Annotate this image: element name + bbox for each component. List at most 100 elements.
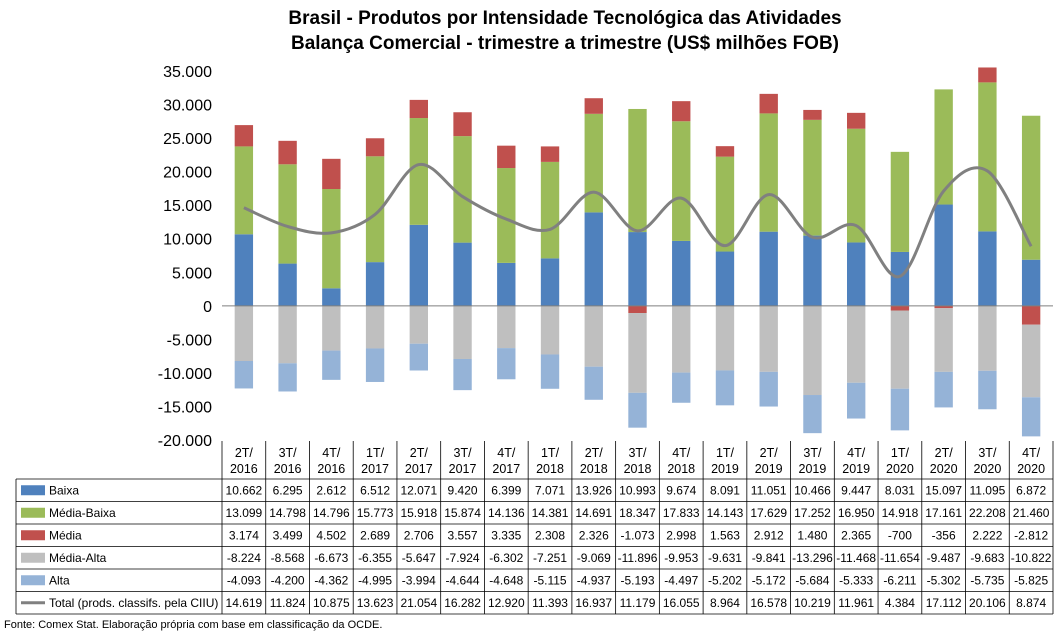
bar-m-dia xyxy=(934,305,953,309)
bar-m-dia xyxy=(846,112,866,129)
bar-m-dia-baixa xyxy=(628,108,647,233)
legend-swatch xyxy=(21,552,45,563)
x-tick-label: 2T/ xyxy=(935,446,954,460)
x-tick-label: 4T/ xyxy=(1022,446,1041,460)
x-tick-label: 2019 xyxy=(711,462,739,476)
data-label: 21.054 xyxy=(400,596,437,610)
data-label: 14.619 xyxy=(226,596,263,610)
bar-baixa xyxy=(628,232,647,306)
bar-baixa xyxy=(890,251,910,306)
data-label: 22.208 xyxy=(969,506,1006,520)
y-tick-label: -15.000 xyxy=(158,399,212,416)
bar-alta xyxy=(978,370,997,410)
data-label: 2.706 xyxy=(404,528,434,542)
x-tick-label: 2018 xyxy=(624,462,652,476)
data-label: 16.282 xyxy=(444,596,481,610)
data-label: 11.824 xyxy=(270,596,306,610)
data-label: 2.222 xyxy=(972,528,1002,542)
data-label: 21.460 xyxy=(1013,506,1050,520)
bar-m-dia-baixa xyxy=(978,82,997,232)
bar-baixa xyxy=(322,288,341,306)
data-label: -4.200 xyxy=(271,573,305,587)
bar-m-dia-baixa xyxy=(497,168,516,263)
legend-swatch xyxy=(21,575,45,586)
y-tick-label: -20.000 xyxy=(158,433,212,450)
data-label: 8.964 xyxy=(710,596,740,610)
x-tick-label: 2016 xyxy=(317,462,345,476)
bar-m-dia xyxy=(540,146,560,162)
x-tick-label: 2020 xyxy=(1017,462,1045,476)
y-tick-label: 0 xyxy=(203,299,212,316)
data-label: -5.193 xyxy=(620,573,654,587)
bar-m-dia-alta xyxy=(584,305,603,367)
legend-label: Total (prods. classifs. pela CIIU) xyxy=(49,596,218,610)
bar-baixa xyxy=(934,204,953,306)
data-label: -3.994 xyxy=(402,573,436,587)
data-label: -8.224 xyxy=(227,551,261,565)
y-tick-label: -5.000 xyxy=(167,332,212,349)
data-label: 17.112 xyxy=(926,596,962,610)
data-label: 10.875 xyxy=(313,596,350,610)
data-label: 6.512 xyxy=(360,483,390,497)
data-label: 15.773 xyxy=(357,506,394,520)
data-label: 11.051 xyxy=(751,483,787,497)
bar-m-dia xyxy=(234,125,254,147)
legend-label: Alta xyxy=(49,573,70,587)
x-tick-label: 2019 xyxy=(755,462,783,476)
bar-m-dia-alta xyxy=(759,305,778,372)
y-tick-label: -10.000 xyxy=(158,366,212,383)
data-label: 14.918 xyxy=(882,506,919,520)
x-tick-label: 2020 xyxy=(886,462,914,476)
x-tick-label: 3T/ xyxy=(803,446,822,460)
bar-m-dia-alta xyxy=(934,308,953,372)
legend-label: Média xyxy=(49,528,82,542)
legend-label: Média-Alta xyxy=(49,551,107,565)
bar-alta xyxy=(672,372,691,403)
x-tick-label: 2017 xyxy=(361,462,389,476)
legend-label: Baixa xyxy=(49,483,79,497)
data-label: 8.031 xyxy=(885,483,915,497)
data-label: 2.998 xyxy=(666,528,696,542)
data-label: -11.468 xyxy=(836,551,876,565)
bar-alta xyxy=(890,388,910,431)
data-label: 17.252 xyxy=(794,506,831,520)
bar-m-dia xyxy=(322,158,341,190)
data-label: 12.920 xyxy=(488,596,525,610)
data-label: -6.302 xyxy=(489,551,523,565)
data-label: -5.202 xyxy=(708,573,742,587)
bar-baixa xyxy=(409,224,429,306)
bar-m-dia xyxy=(497,145,516,169)
data-label: 10.993 xyxy=(619,483,656,497)
bar-m-dia-baixa xyxy=(1021,115,1041,260)
bar-alta xyxy=(803,395,822,434)
data-label: -4.995 xyxy=(358,573,392,587)
data-label: 10.662 xyxy=(226,483,263,497)
data-label: 11.393 xyxy=(532,596,568,610)
x-tick-label: 2016 xyxy=(230,462,258,476)
x-tick-label: 4T/ xyxy=(497,446,516,460)
data-label: -5.735 xyxy=(970,573,1004,587)
bar-m-dia-baixa xyxy=(365,156,385,263)
x-tick-label: 3T/ xyxy=(628,446,647,460)
bar-m-dia-alta xyxy=(846,305,866,383)
data-label: 16.055 xyxy=(663,596,700,610)
data-label: 3.499 xyxy=(273,528,303,542)
bar-m-dia-alta xyxy=(978,305,997,371)
x-tick-label: 4T/ xyxy=(672,446,691,460)
x-tick-label: 2T/ xyxy=(760,446,779,460)
x-tick-label: 2018 xyxy=(667,462,695,476)
bar-m-dia-alta xyxy=(628,313,647,393)
y-tick-label: 5.000 xyxy=(172,265,212,282)
x-tick-label: 1T/ xyxy=(716,446,735,460)
bar-alta xyxy=(934,371,953,408)
data-label: -5.647 xyxy=(402,551,436,565)
data-label: 12.071 xyxy=(400,483,437,497)
data-label: -700 xyxy=(888,528,912,542)
bar-m-dia-alta xyxy=(409,305,429,344)
x-tick-label: 2017 xyxy=(492,462,520,476)
chart-title-block: Brasil - Produtos por Intensidade Tecnol… xyxy=(0,6,1063,56)
bar-m-dia-alta xyxy=(1021,324,1041,398)
bar-m-dia-baixa xyxy=(672,121,691,241)
source-note: Fonte: Comex Stat. Elaboração própria co… xyxy=(4,619,383,631)
data-label: -6.211 xyxy=(883,573,916,587)
